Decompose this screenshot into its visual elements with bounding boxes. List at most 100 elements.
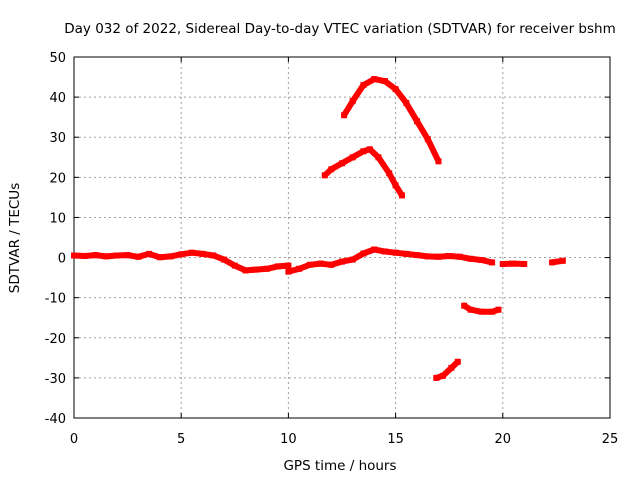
series-line-arc-bottom [433, 358, 461, 381]
x-tick-label: 10 [280, 432, 297, 447]
data-point [92, 252, 99, 259]
data-point [521, 261, 528, 267]
data-point [435, 253, 442, 260]
data-point [178, 251, 185, 258]
y-tick-label: -30 [45, 372, 66, 387]
data-point [339, 160, 345, 167]
data-point [210, 252, 217, 259]
data-point [559, 257, 566, 264]
y-tick-label: -40 [45, 412, 66, 427]
data-point [328, 166, 335, 173]
series-line-arc-mid [321, 146, 405, 199]
data-point [448, 364, 455, 371]
data-point [274, 263, 281, 270]
data-point [199, 250, 206, 257]
data-point [135, 253, 142, 260]
x-tick-label: 0 [70, 432, 78, 447]
y-tick-label: 0 [58, 252, 66, 267]
data-point [392, 86, 399, 93]
data-point [381, 248, 388, 255]
y-tick-label: 50 [49, 51, 66, 66]
data-point [339, 258, 345, 265]
data-point [221, 256, 228, 263]
data-point [386, 170, 393, 177]
y-tick-label: 30 [49, 131, 66, 146]
x-tick-label: 5 [177, 432, 185, 447]
data-point [264, 265, 270, 272]
y-axis-label: SDTVAR / TECUs [7, 183, 23, 293]
data-point [349, 256, 356, 263]
y-tick-label: -10 [45, 292, 66, 307]
plot-frame [73, 56, 611, 419]
series-line-arc-high [341, 76, 442, 165]
data-point [478, 308, 485, 315]
data-point [375, 154, 382, 161]
data-point [403, 250, 410, 257]
data-point [399, 192, 405, 199]
data-point [403, 100, 410, 107]
data-point [306, 261, 313, 268]
data-point [549, 259, 556, 266]
data-point [156, 254, 163, 261]
chart-title: Day 032 of 2022, Sidereal Day-to-day VTE… [64, 21, 615, 37]
data-point [328, 261, 335, 268]
data-point [467, 255, 474, 262]
data-point [349, 154, 356, 161]
data-point [495, 306, 502, 313]
data-point [124, 252, 131, 259]
data-point [360, 250, 367, 257]
data-point [167, 253, 174, 260]
data-point [424, 136, 431, 143]
series-line-segment-2 [285, 246, 496, 275]
data-point [231, 262, 238, 269]
data-point [296, 265, 303, 272]
data-point [467, 306, 474, 313]
data-point [461, 302, 468, 309]
x-tick-label: 15 [387, 432, 404, 447]
data-point [456, 253, 463, 260]
x-tick-label: 20 [495, 432, 512, 447]
data-point [360, 82, 367, 89]
x-tick-label: 25 [602, 432, 619, 447]
data-point [321, 172, 328, 179]
y-tick-label: 40 [49, 91, 66, 106]
data-point [317, 260, 324, 267]
data-point [146, 250, 152, 257]
y-tick-label: 20 [49, 171, 66, 186]
data-point [392, 249, 399, 256]
data-point [242, 267, 249, 274]
data-point [371, 76, 378, 83]
data-point [285, 262, 292, 269]
data-point [435, 158, 442, 165]
data-point [433, 374, 440, 381]
data-point [454, 358, 461, 365]
data-point [103, 253, 110, 260]
data-point [366, 146, 373, 153]
data-point [371, 246, 378, 253]
data-point [446, 253, 453, 259]
data-point [360, 148, 367, 155]
data-point [489, 308, 496, 315]
data-point [414, 252, 420, 259]
data-point [392, 182, 399, 189]
data-point [81, 253, 88, 259]
data-point [439, 372, 446, 379]
data-point [113, 252, 120, 259]
data-point [71, 252, 77, 259]
data-point [253, 266, 260, 273]
data-point [489, 259, 496, 266]
y-axis-ticks: -40 -30 -20 -10 0 10 20 30 40 50 [45, 51, 610, 427]
data-point [381, 78, 388, 85]
data-point [510, 260, 517, 267]
data-point [414, 118, 420, 125]
y-tick-label: 10 [49, 211, 66, 226]
y-tick-label: -20 [45, 332, 66, 347]
x-axis-label: GPS time / hours [283, 458, 396, 474]
x-axis-ticks: 0 5 10 15 20 25 [70, 57, 618, 447]
data-series [71, 76, 566, 381]
data-point [285, 268, 292, 275]
grid-lines [74, 57, 610, 418]
data-point [478, 257, 485, 263]
data-point [341, 112, 348, 119]
